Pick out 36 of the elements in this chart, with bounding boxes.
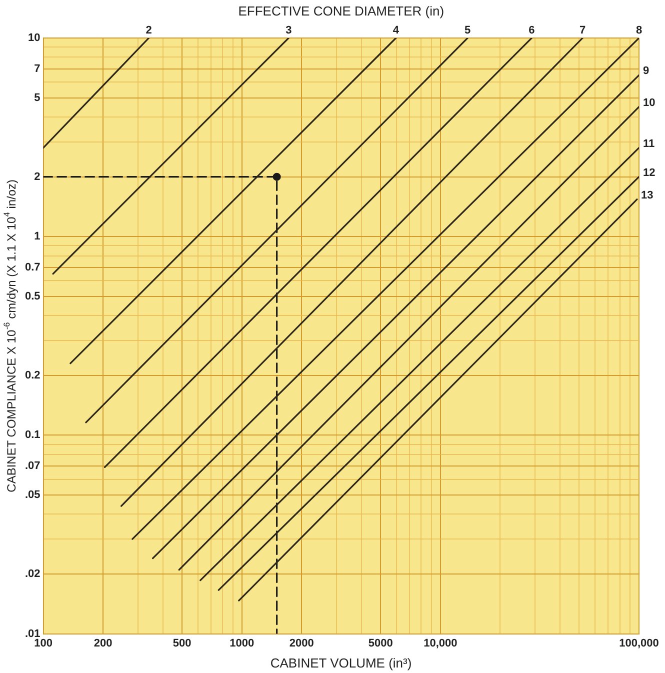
series-label: 11 [643, 138, 655, 150]
series-label: 12 [643, 166, 656, 179]
x-tick-label: 10,000 [424, 637, 458, 650]
y-axis-title: CABINET COMPLIANCE X 10-6 cm/dyn (X 1.1 X 104 in/oz) [2, 179, 18, 492]
x-tick-label: 1000 [230, 637, 254, 650]
y-tick-label: 5 [34, 92, 40, 104]
series-label: 13 [640, 189, 654, 202]
y-tick-label: .02 [24, 568, 40, 580]
series-label: 6 [528, 24, 535, 37]
y-tick-label: 2 [34, 170, 40, 183]
chart-title: EFFECTIVE CONE DIAMETER (in) [238, 4, 444, 19]
y-tick-label: 0.2 [24, 369, 40, 382]
y-tick-label: 0.5 [24, 290, 40, 302]
series-label: 10 [643, 96, 656, 109]
series-label: 4 [392, 24, 400, 37]
y-tick-label: 10 [28, 32, 40, 44]
series-label: 2 [146, 24, 152, 37]
series-label: 9 [643, 65, 650, 78]
y-tick-label: 0.1 [24, 429, 40, 442]
y-tick-label: 7 [34, 62, 40, 75]
y-tick-label: 1 [34, 230, 40, 243]
x-axis-title: CABINET VOLUME (in³) [270, 656, 412, 671]
x-tick-label: 100 [34, 637, 52, 650]
series-label: 5 [464, 24, 471, 37]
series-label: 7 [580, 24, 586, 37]
x-tick-label: 5000 [368, 637, 393, 650]
x-tick-label: 2000 [289, 637, 314, 650]
x-tick-label: 100,000 [619, 637, 659, 650]
x-tick-label: 200 [94, 637, 112, 650]
series-label: 3 [286, 24, 292, 37]
x-tick-label: 500 [172, 637, 192, 650]
y-tick-label: .07 [24, 460, 40, 472]
y-tick-label: .01 [24, 628, 40, 640]
series-label: 8 [636, 24, 642, 37]
y-tick-label: 0.7 [24, 261, 40, 274]
y-tick-label: .05 [24, 489, 40, 502]
